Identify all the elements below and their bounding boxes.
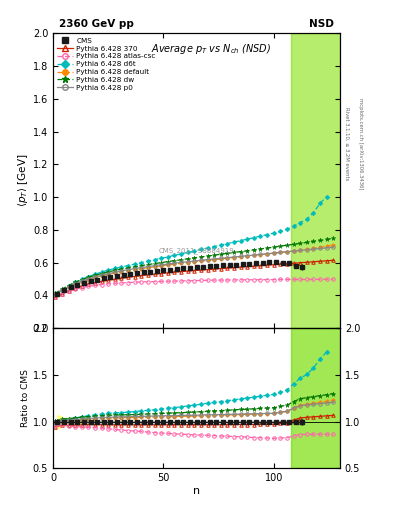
X-axis label: n: n [193,486,200,496]
Text: CMS_2011_S8884919: CMS_2011_S8884919 [159,248,234,254]
Bar [291,328,340,468]
Bar [291,33,340,328]
Y-axis label: Ratio to CMS: Ratio to CMS [21,369,30,427]
Text: Rivet 3.1.10, ≥ 3.2M events: Rivet 3.1.10, ≥ 3.2M events [344,106,349,180]
Bar [291,33,340,328]
Text: Average $p_T$ vs $N_{ch}$ (NSD): Average $p_T$ vs $N_{ch}$ (NSD) [151,42,271,56]
Y-axis label: $\langle p_T \rangle$ [GeV]: $\langle p_T \rangle$ [GeV] [16,154,30,207]
Bar [291,328,340,468]
Text: NSD: NSD [309,19,334,29]
Legend: CMS, Pythia 6.428 370, Pythia 6.428 atlas-csc, Pythia 6.428 d6t, Pythia 6.428 de: CMS, Pythia 6.428 370, Pythia 6.428 atla… [56,36,157,92]
Text: mcplots.cern.ch [arXiv:1306.3436]: mcplots.cern.ch [arXiv:1306.3436] [358,98,363,189]
Text: 2360 GeV pp: 2360 GeV pp [59,19,134,29]
